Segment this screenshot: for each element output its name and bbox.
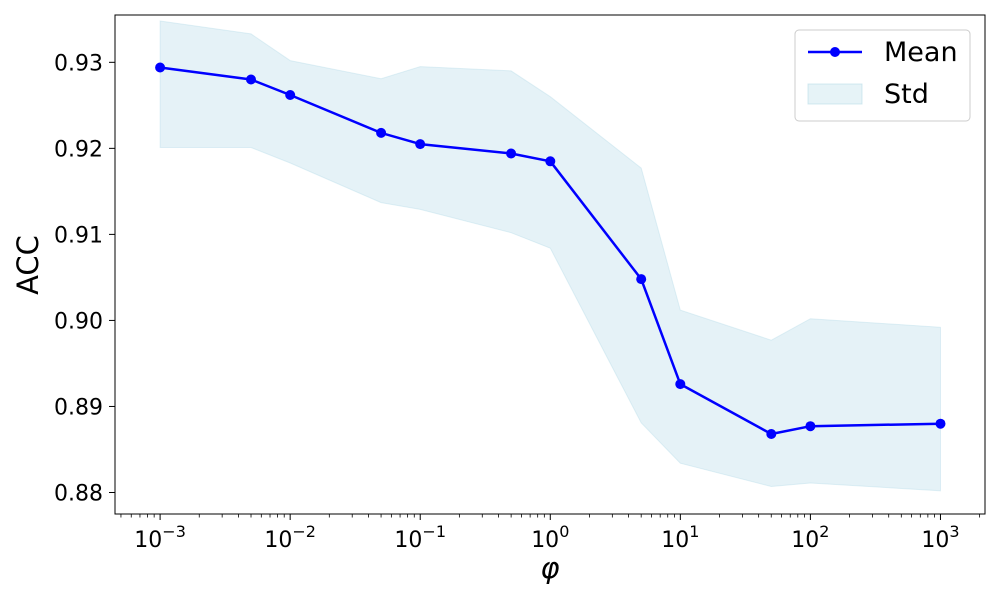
x-tick-label: 103	[921, 522, 959, 553]
y-tick-label: 0.91	[54, 223, 103, 248]
y-tick-label: 0.88	[54, 481, 103, 506]
mean-point	[805, 421, 816, 432]
x-axis-title: φ	[540, 551, 559, 585]
x-tick-label: 10−2	[264, 522, 316, 553]
legend: Mean Std	[794, 29, 971, 122]
mean-point	[155, 62, 166, 73]
mean-point	[935, 418, 946, 429]
mean-point	[246, 74, 256, 85]
legend-mean-marker-swatch	[830, 47, 840, 57]
mean-point	[415, 139, 426, 150]
std-band-layer	[159, 20, 941, 492]
mean-point	[766, 429, 777, 439]
y-axis-title: ACC	[11, 235, 45, 295]
mean-point	[506, 148, 517, 159]
mean-point	[636, 274, 647, 285]
mean-point	[285, 90, 296, 100]
y-tick-label: 0.92	[54, 137, 103, 162]
mean-point	[675, 379, 686, 390]
x-axis-ticks: 10−3 10−2 10−1 100 101 102 103	[120, 514, 981, 553]
mean-point	[545, 156, 556, 167]
mean-point	[376, 127, 387, 138]
y-tick-label: 0.93	[54, 51, 103, 76]
mean-line	[159, 66, 941, 436]
x-tick-label: 100	[531, 522, 569, 553]
mean-line-layer	[159, 66, 941, 436]
mean-marker-layer	[155, 62, 946, 439]
x-tick-label: 10−1	[394, 522, 446, 553]
legend-mean-label: Mean	[884, 37, 958, 68]
x-tick-label: 10−3	[134, 522, 186, 553]
x-tick-label: 102	[791, 522, 829, 553]
legend-std-swatch	[807, 83, 863, 105]
y-tick-label: 0.90	[54, 309, 103, 334]
std-band	[159, 20, 941, 492]
x-tick-label: 101	[661, 522, 699, 553]
y-axis-ticks: 0.88 0.89 0.90 0.91 0.92 0.93	[54, 51, 115, 506]
y-tick-label: 0.89	[54, 395, 103, 420]
legend-std-label: Std	[884, 79, 929, 110]
